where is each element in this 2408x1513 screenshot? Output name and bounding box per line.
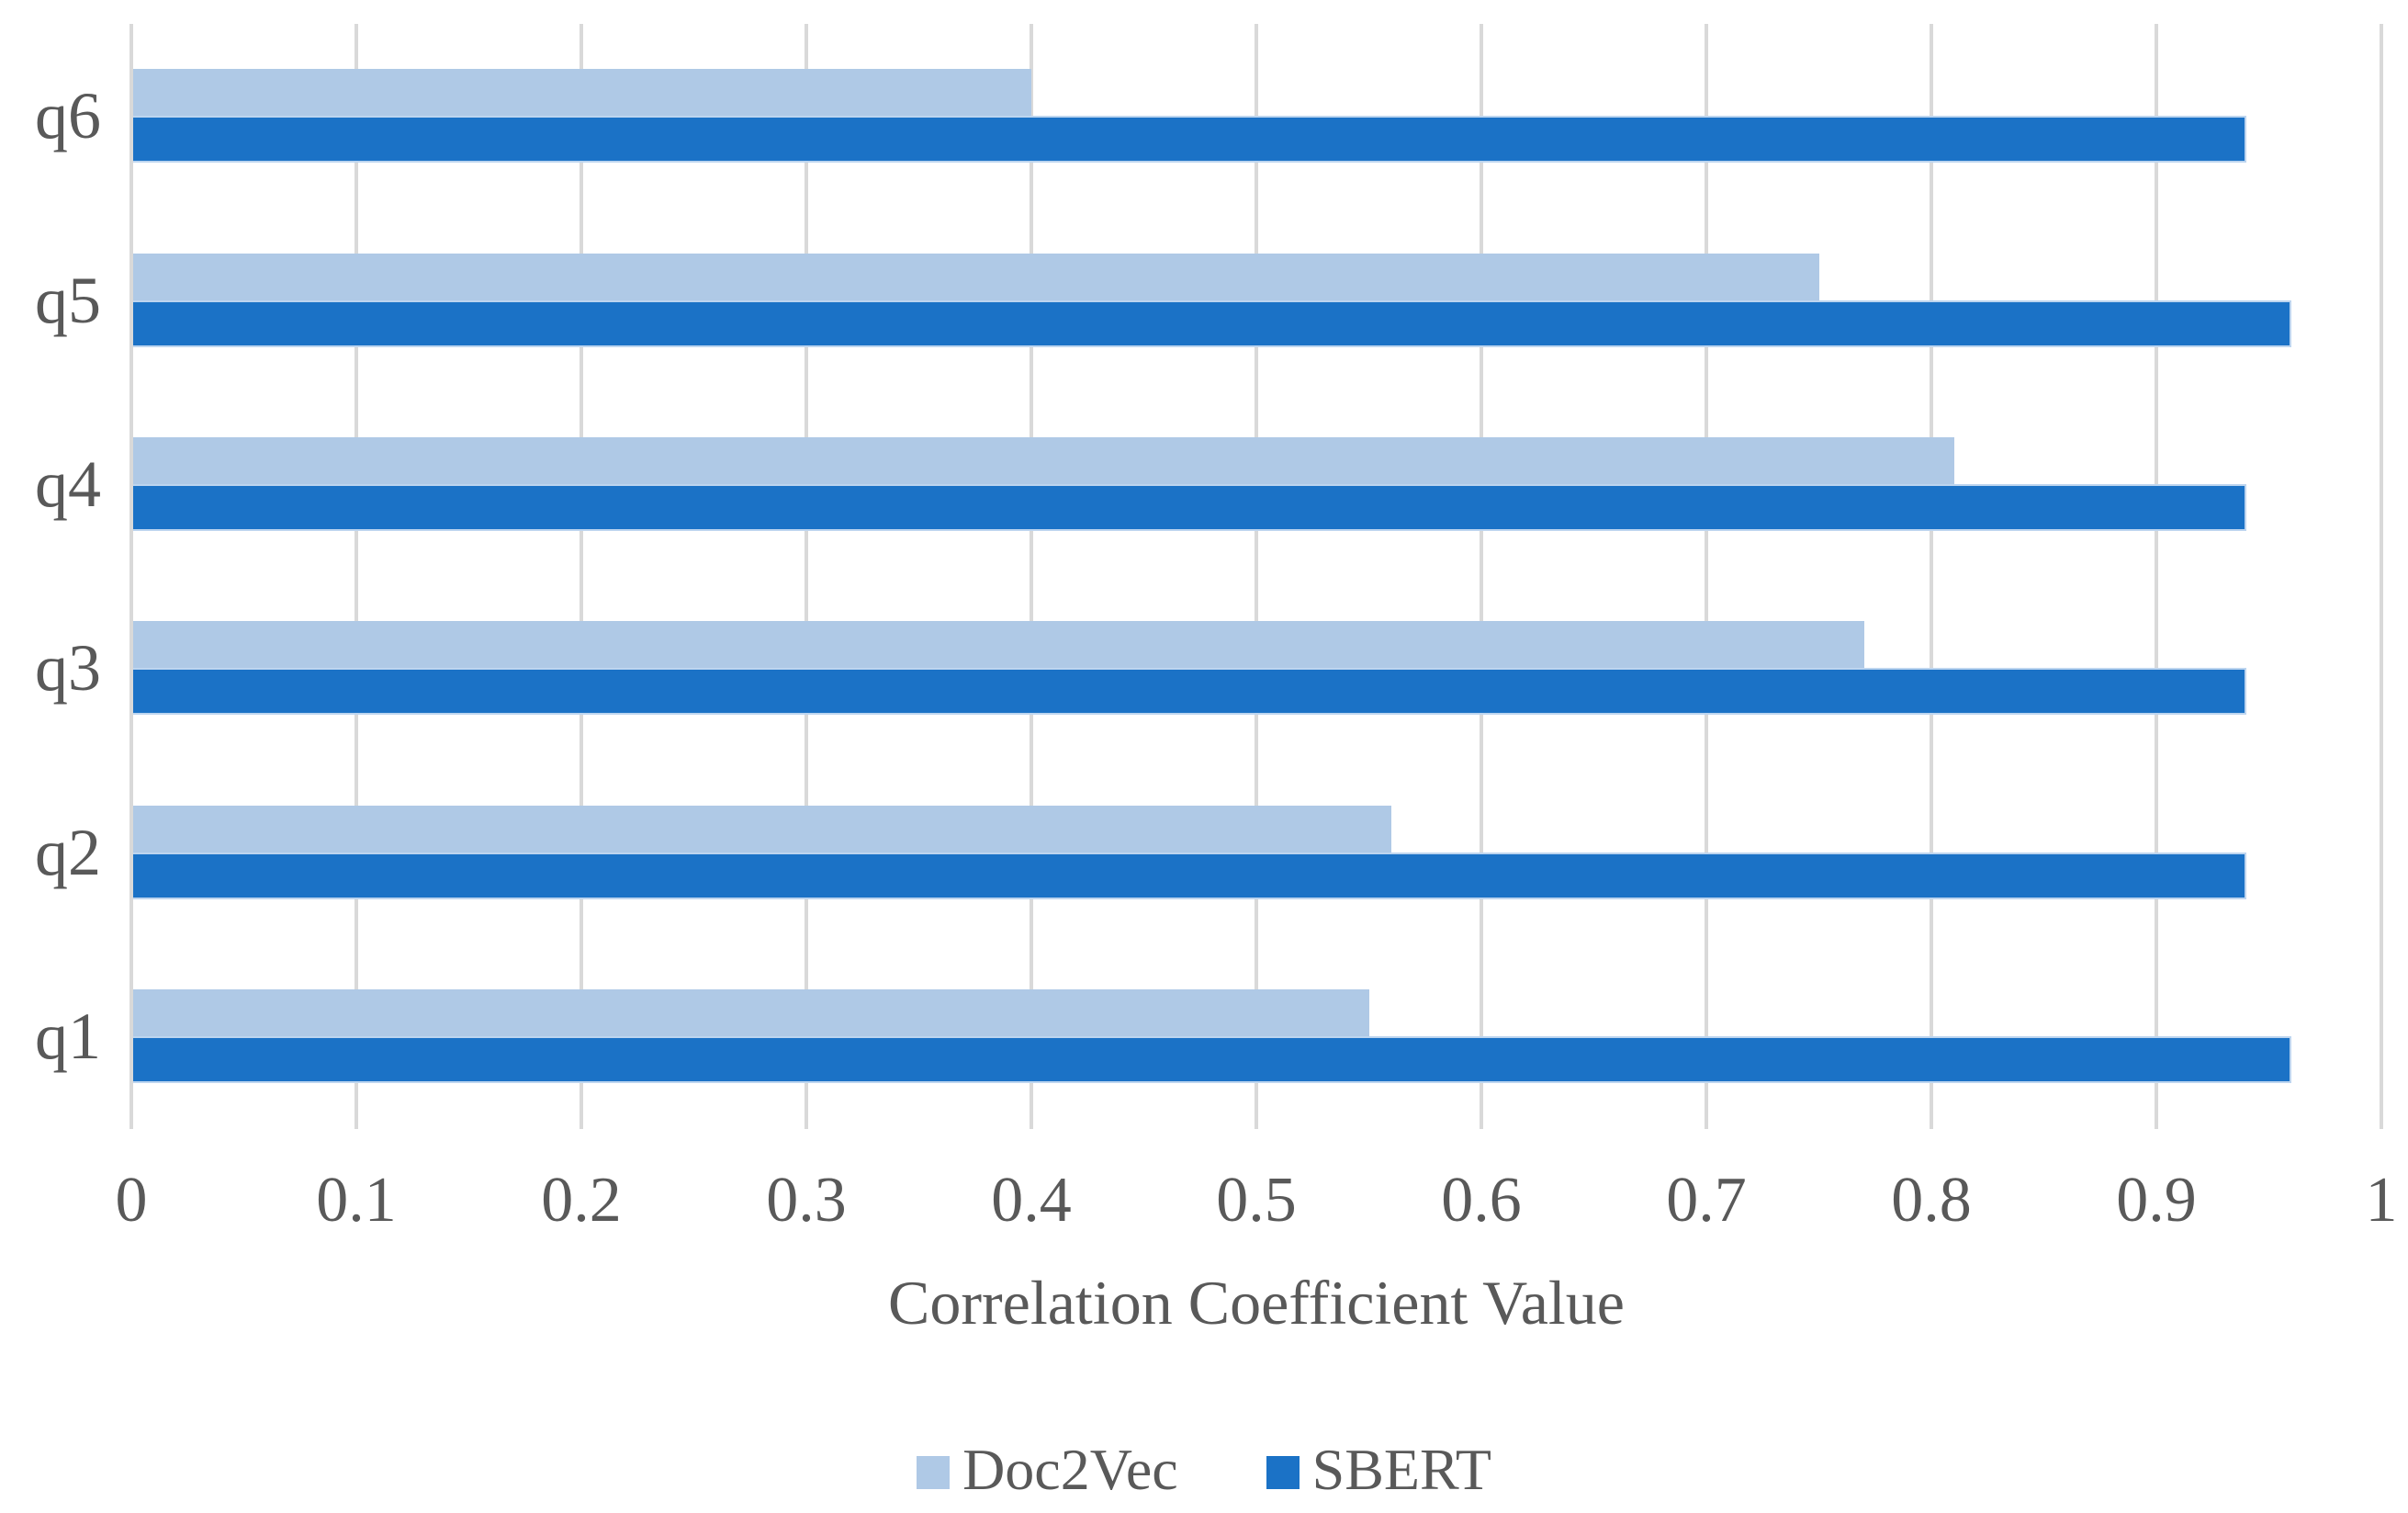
legend-swatch-doc2vec-icon: [917, 1456, 951, 1489]
legend-swatch-sbert-icon: [1266, 1456, 1300, 1489]
gridline-0.4: [1030, 24, 1033, 1129]
y-axis-label-q1: q1: [35, 999, 101, 1074]
bar-sbert-q4: [133, 484, 2246, 531]
x-tick-label-0.2: 0.2: [541, 1165, 622, 1236]
x-tick-label-0.7: 0.7: [1666, 1165, 1747, 1236]
legend: Doc2Vec SBERT: [0, 1429, 2408, 1510]
y-axis-label-q2: q2: [35, 815, 101, 889]
gridline-1: [2380, 24, 2383, 1129]
gridline-0.7: [1705, 24, 1708, 1129]
bar-doc2vec-q2: [133, 805, 1391, 852]
gridline-0.1: [354, 24, 358, 1129]
bar-doc2vec-q6: [133, 69, 1031, 117]
x-tick-label-0.1: 0.1: [316, 1165, 397, 1236]
x-tick-label-0.8: 0.8: [1891, 1165, 1972, 1236]
bar-sbert-q3: [133, 668, 2246, 716]
gridline-0.9: [2155, 24, 2158, 1129]
x-tick-label-1: 1: [2365, 1165, 2398, 1236]
bar-doc2vec-q4: [133, 437, 1954, 484]
y-axis-label-q6: q6: [35, 79, 101, 153]
x-tick-label-0.3: 0.3: [766, 1165, 847, 1236]
legend-label-sbert: SBERT: [1311, 1437, 1491, 1502]
bar-sbert-q2: [133, 852, 2246, 899]
bar-sbert-q6: [133, 116, 2246, 164]
bar-doc2vec-q1: [133, 989, 1369, 1037]
bar-sbert-q1: [133, 1036, 2291, 1084]
y-axis-label-q5: q5: [35, 263, 101, 337]
gridline-0.2: [579, 24, 583, 1129]
bar-doc2vec-q5: [133, 253, 1819, 300]
y-axis-label-q3: q3: [35, 631, 101, 706]
x-tick-label-0.4: 0.4: [991, 1165, 1072, 1236]
y-axis-label-q4: q4: [35, 447, 101, 521]
gridline-0.8: [1930, 24, 1933, 1129]
bar-sbert-q5: [133, 299, 2291, 347]
gridline-0.6: [1480, 24, 1483, 1129]
legend-item-sbert: SBERT: [1266, 1439, 1491, 1501]
x-tick-label-0.6: 0.6: [1441, 1165, 1522, 1236]
x-tick-label-0.5: 0.5: [1216, 1165, 1297, 1236]
x-tick-label-0: 0: [115, 1165, 148, 1236]
gridline-0.5: [1255, 24, 1258, 1129]
x-tick-label-0.9: 0.9: [2116, 1165, 2197, 1236]
legend-item-doc2vec: Doc2Vec: [917, 1439, 1178, 1501]
legend-label-doc2vec: Doc2Vec: [962, 1437, 1178, 1502]
x-axis-title: Correlation Coefficient Value: [888, 1268, 1625, 1338]
bar-doc2vec-q3: [133, 621, 1864, 669]
gridline-0: [129, 24, 133, 1129]
gridline-0.3: [805, 24, 808, 1129]
